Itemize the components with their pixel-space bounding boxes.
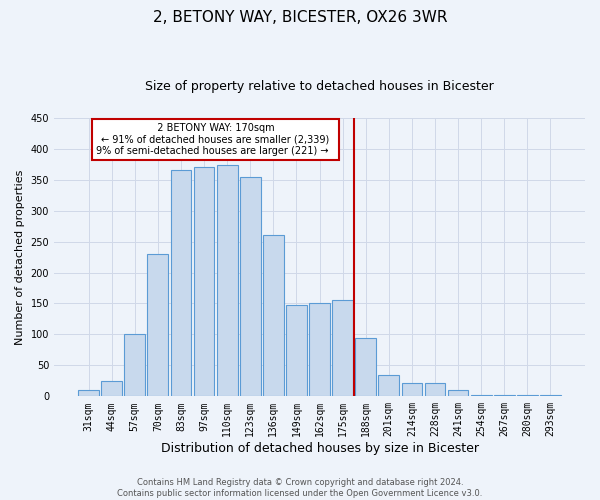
Bar	[425, 382, 445, 396]
Bar	[194, 168, 214, 396]
Text: 2 BETONY WAY: 170sqm  
← 91% of detached houses are smaller (2,339)
9% of semi-d: 2 BETONY WAY: 170sqm ← 91% of detached h…	[96, 122, 335, 156]
Bar	[540, 395, 561, 396]
Bar	[78, 390, 99, 396]
Bar	[101, 381, 122, 396]
Bar	[124, 334, 145, 396]
Bar	[379, 374, 399, 396]
Y-axis label: Number of detached properties: Number of detached properties	[15, 170, 25, 344]
Bar	[170, 170, 191, 396]
Bar	[332, 300, 353, 396]
Bar	[471, 395, 491, 396]
Bar	[517, 395, 538, 396]
Bar	[355, 338, 376, 396]
Bar	[217, 166, 238, 396]
Bar	[286, 304, 307, 396]
Bar	[263, 236, 284, 396]
Bar	[309, 304, 330, 396]
Text: 2, BETONY WAY, BICESTER, OX26 3WR: 2, BETONY WAY, BICESTER, OX26 3WR	[153, 10, 447, 25]
Bar	[448, 390, 469, 396]
X-axis label: Distribution of detached houses by size in Bicester: Distribution of detached houses by size …	[161, 442, 479, 455]
Bar	[240, 176, 260, 396]
Bar	[401, 382, 422, 396]
Title: Size of property relative to detached houses in Bicester: Size of property relative to detached ho…	[145, 80, 494, 93]
Bar	[494, 395, 515, 396]
Text: Contains HM Land Registry data © Crown copyright and database right 2024.
Contai: Contains HM Land Registry data © Crown c…	[118, 478, 482, 498]
Bar	[148, 254, 168, 396]
